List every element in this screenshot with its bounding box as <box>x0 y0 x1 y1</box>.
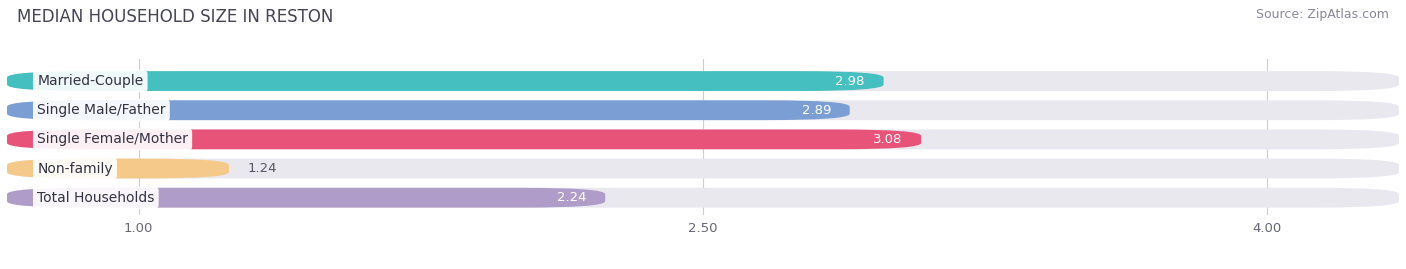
FancyBboxPatch shape <box>7 100 849 120</box>
FancyBboxPatch shape <box>7 71 1399 91</box>
Text: Single Male/Father: Single Male/Father <box>37 103 166 117</box>
Text: 3.08: 3.08 <box>873 133 903 146</box>
FancyBboxPatch shape <box>7 129 1399 149</box>
Text: Married-Couple: Married-Couple <box>37 74 143 88</box>
Text: 2.98: 2.98 <box>835 75 865 87</box>
FancyBboxPatch shape <box>7 159 1399 178</box>
Text: Source: ZipAtlas.com: Source: ZipAtlas.com <box>1256 8 1389 21</box>
Text: Non-family: Non-family <box>37 162 112 176</box>
FancyBboxPatch shape <box>7 100 1399 120</box>
Text: Single Female/Mother: Single Female/Mother <box>37 132 188 146</box>
FancyBboxPatch shape <box>7 159 229 178</box>
Text: 2.89: 2.89 <box>801 104 831 117</box>
FancyBboxPatch shape <box>7 188 605 208</box>
FancyBboxPatch shape <box>7 129 921 149</box>
Text: MEDIAN HOUSEHOLD SIZE IN RESTON: MEDIAN HOUSEHOLD SIZE IN RESTON <box>17 8 333 26</box>
Text: Total Households: Total Households <box>37 191 155 205</box>
FancyBboxPatch shape <box>7 188 1399 208</box>
Text: 1.24: 1.24 <box>247 162 277 175</box>
FancyBboxPatch shape <box>7 71 883 91</box>
Text: 2.24: 2.24 <box>557 191 586 204</box>
